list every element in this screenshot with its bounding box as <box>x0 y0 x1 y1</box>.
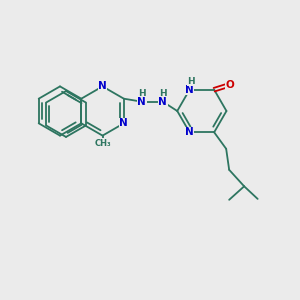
Text: N: N <box>137 97 146 107</box>
Text: N: N <box>98 81 107 92</box>
Text: H: H <box>187 77 195 86</box>
Text: N: N <box>119 118 128 128</box>
Text: N: N <box>185 85 194 95</box>
Text: O: O <box>226 80 234 90</box>
Text: H: H <box>159 89 167 98</box>
Text: N: N <box>185 127 194 137</box>
Text: H: H <box>138 89 146 98</box>
Text: N: N <box>158 97 167 107</box>
Text: CH₃: CH₃ <box>94 139 111 148</box>
